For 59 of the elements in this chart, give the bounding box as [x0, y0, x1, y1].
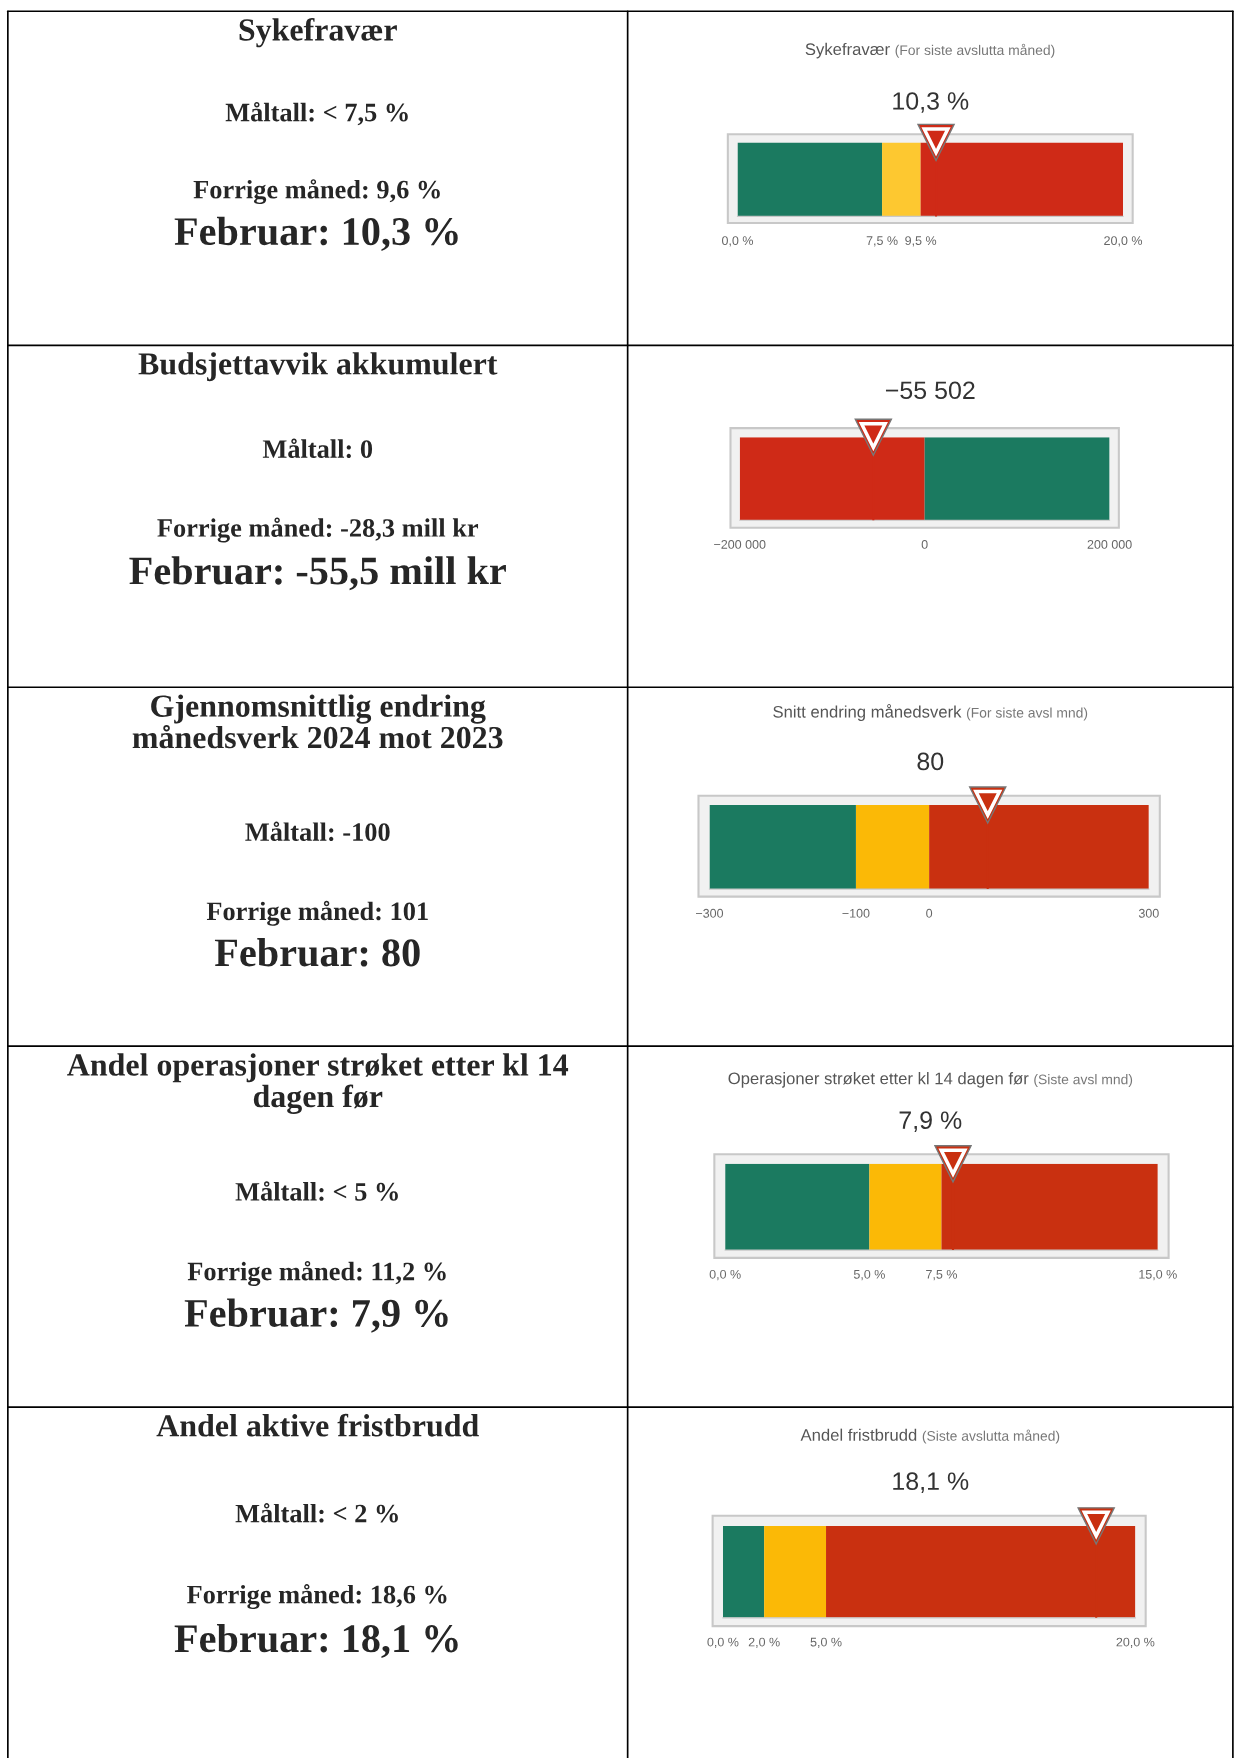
chart-subtitle: (Siste avslutta måned)	[922, 1429, 1060, 1444]
text: Måltall: < 2 %	[235, 1503, 398, 1523]
x-tick-label: 0,0 %	[707, 1637, 739, 1648]
text: Måltall: -100	[245, 821, 390, 842]
text: Forrige måned: -28,3 mill kr	[157, 517, 479, 543]
bar	[855, 805, 930, 890]
text: Andel aktive fristbrudd	[156, 1413, 479, 1437]
x-tick-label: 5,0 %	[853, 1269, 885, 1281]
text: Måltall: < 7,5 %	[225, 102, 408, 126]
text: Måltall: < 5 %	[235, 1181, 398, 1201]
bar	[764, 1525, 827, 1618]
x-tick-label: 5,0 %	[810, 1637, 842, 1648]
text: Februar: -55,5 mill kr	[129, 556, 506, 591]
chart-title: Andel fristbrudd	[800, 1428, 917, 1441]
text: 80	[917, 752, 944, 771]
chart-subtitle: (For siste avsl mnd)	[966, 707, 1088, 721]
x-tick-label: 0,0 %	[721, 236, 754, 247]
x-tick-label: 9,5 %	[905, 236, 937, 247]
text: Andel operasjoner strøket etter kl 14 dagen før	[67, 1053, 569, 1115]
x-tick-label: 20,0 %	[1104, 236, 1143, 247]
x-tick-label: −300	[696, 908, 724, 918]
chart-title: Operasjoner strøket etter kl 14 dagen før	[728, 1072, 1029, 1088]
x-tick-label: 20,0 %	[1116, 1637, 1155, 1648]
bar	[725, 1163, 870, 1251]
bar	[869, 1163, 942, 1251]
x-tick-label: 200 000	[1087, 540, 1132, 549]
text: Forrige måned: 101	[206, 900, 428, 926]
text: Februar: 18,1 %	[174, 1623, 458, 1659]
text: Budsjettavvik akkumulert	[138, 352, 498, 382]
chart-title: Snitt endring månedsverk	[773, 704, 962, 722]
text: −55 502	[885, 381, 975, 400]
text: Februar: 7,9 %	[184, 1298, 448, 1333]
text: Februar: 10,3 %	[174, 216, 458, 251]
x-tick-label: 7,5 %	[866, 236, 898, 247]
bar	[722, 1525, 765, 1618]
x-tick-label: 2,0 %	[748, 1637, 780, 1648]
text: Forrige måned: 9,6 %	[193, 179, 440, 205]
x-tick-label: 300	[1138, 908, 1159, 918]
text: Februar: 80	[214, 938, 420, 967]
text: Måltall: 0	[262, 438, 373, 459]
x-tick-label: 0,0 %	[709, 1269, 741, 1281]
text: 7,9 %	[899, 1111, 962, 1132]
x-tick-label: 0	[926, 908, 933, 918]
x-tick-label: −100	[842, 908, 870, 918]
text: 10,3 %	[893, 92, 969, 113]
chart-title: Sykefravær	[805, 42, 890, 59]
x-tick-label: 7,5 %	[926, 1269, 958, 1281]
chart-subtitle: (For siste avslutta måned)	[895, 43, 1055, 58]
bar	[709, 805, 856, 890]
x-tick-label: 0	[921, 540, 928, 549]
text: 18,1 %	[893, 1472, 969, 1493]
text: Forrige måned: 11,2 %	[187, 1261, 446, 1286]
text: Sykefravær	[239, 17, 397, 48]
chart-subtitle: (Siste avsl mnd)	[1034, 1074, 1133, 1088]
text: Forrige måned: 18,6 %	[187, 1584, 447, 1610]
text: Gjennomsnittlig endring månedsverk 2024 mot 2023	[132, 694, 503, 749]
x-tick-label: −200 000	[714, 540, 766, 549]
x-tick-label: 15,0 %	[1139, 1269, 1177, 1281]
bar	[882, 142, 921, 217]
